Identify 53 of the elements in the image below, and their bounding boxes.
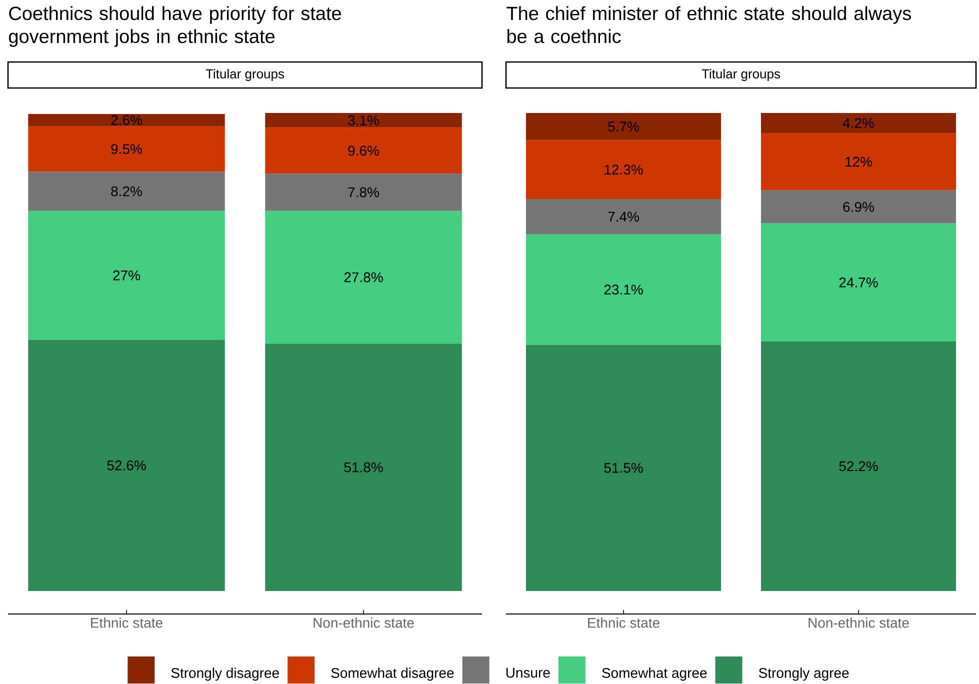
- bar: [28, 172, 225, 211]
- data-label: 8.2%: [111, 186, 142, 196]
- bar: [28, 340, 225, 591]
- bar: [760, 190, 956, 224]
- bar: [526, 140, 722, 200]
- bar: [526, 112, 722, 140]
- bar: [28, 210, 225, 340]
- data-label: 27.8%: [344, 272, 383, 282]
- bar: [28, 126, 225, 172]
- data-label: 51.8%: [344, 462, 383, 472]
- data-label: 24.7%: [839, 277, 878, 288]
- bar: [28, 114, 225, 126]
- bar: [265, 210, 462, 344]
- bar: [265, 112, 462, 128]
- bar: [526, 234, 722, 345]
- data-label: 9.6%: [348, 146, 379, 156]
- chart-subtitle: Titular groups: [702, 68, 780, 82]
- chart-title: The chief minister of ethnic state should always be a coethnic: [506, 6, 911, 44]
- data-label: 23.1%: [604, 284, 643, 295]
- legend-label: Somewhat agree: [602, 668, 707, 681]
- legend-label: Somewhat disagree: [331, 668, 454, 681]
- x-tick-label: Ethnic state: [91, 618, 162, 628]
- bar: [760, 112, 956, 134]
- data-label: 5.7%: [608, 122, 639, 132]
- bar: [760, 223, 956, 342]
- x-tick-label: Ethnic state: [588, 618, 660, 628]
- legend-label: Unsure: [506, 668, 550, 678]
- x-tick-label: Non-ethnic state: [314, 618, 414, 628]
- data-label: 7.8%: [348, 187, 379, 198]
- data-label: 2.6%: [111, 115, 142, 126]
- data-label: 52.6%: [107, 460, 146, 470]
- data-label: 27%: [113, 270, 140, 280]
- bar: [760, 341, 956, 591]
- data-label: 52.2%: [839, 461, 878, 472]
- bar: [265, 344, 462, 591]
- bar: [526, 344, 722, 591]
- bar: [265, 128, 462, 174]
- bar: [265, 174, 462, 211]
- data-label: 51.5%: [604, 462, 643, 473]
- legend-label: Strongly disagree: [171, 668, 279, 681]
- bar: [760, 133, 956, 190]
- chart-title: Coethnics should have priority for state government jobs in ethnic state: [9, 6, 342, 47]
- x-tick-label: Non-ethnic state: [808, 618, 909, 628]
- data-label: 9.5%: [111, 144, 142, 154]
- bar: [526, 199, 722, 234]
- data-label: 12%: [846, 156, 872, 167]
- legend-label: Strongly agree: [758, 668, 849, 681]
- data-label: 3.1%: [348, 115, 379, 126]
- data-label: 7.4%: [608, 212, 639, 222]
- data-label: 6.9%: [843, 202, 874, 212]
- data-label: 4.2%: [842, 118, 874, 128]
- data-label: 12.3%: [604, 164, 643, 175]
- chart-subtitle: Titular groups: [206, 68, 284, 82]
